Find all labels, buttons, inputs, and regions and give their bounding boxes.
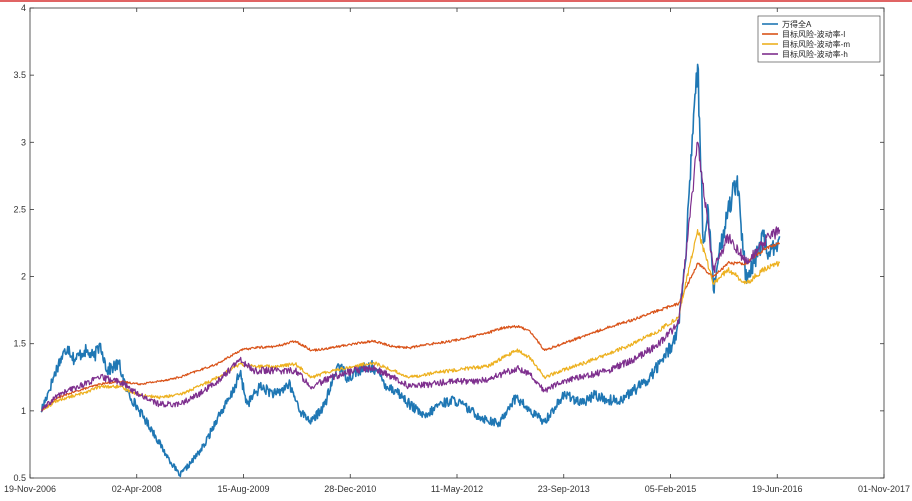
y-tick-label: 3 [21,137,26,147]
x-tick-label: 15-Aug-2009 [217,484,269,494]
series-line-0 [40,63,781,478]
y-tick-label: 3.5 [13,70,26,80]
x-tick-label: 01-Nov-2017 [858,484,910,494]
series-line-3 [41,141,781,412]
x-tick-label: 02-Apr-2008 [112,484,162,494]
y-tick-label: 4 [21,3,26,13]
legend-label: 目标风险-波动率-l [782,29,845,39]
y-tick-label: 0.5 [13,473,26,483]
x-tick-label: 11-May-2012 [431,484,483,494]
y-tick-label: 2 [21,272,26,282]
series-line-1 [40,242,781,412]
y-tick-label: 1.5 [13,339,26,349]
x-tick-label: 05-Feb-2015 [645,484,697,494]
x-tick-label: 23-Sep-2013 [538,484,590,494]
y-tick-label: 1 [21,406,26,416]
y-tick-label: 2.5 [13,204,26,214]
series-line-2 [41,229,781,412]
x-axis: 19-Nov-2006 02-Apr-2008 15-Aug-2009 28-Dec-… [4,8,910,494]
legend-label: 万得全A [782,19,812,29]
x-tick-label: 19-Nov-2006 [4,484,56,494]
legend-box [757,15,881,63]
x-tick-label: 19-Jun-2016 [752,484,803,494]
legend-label: 目标风险-波动率-m [782,39,850,49]
legend-label: 目标风险-波动率-h [782,49,848,59]
x-tick-label: 28-Dec-2010 [324,484,376,494]
y-axis: 0.5 1 1.5 2 2.5 3 3.5 4 [13,3,884,483]
top-border-line [0,0,912,2]
series-layer [40,63,781,478]
plot-frame [29,7,885,479]
